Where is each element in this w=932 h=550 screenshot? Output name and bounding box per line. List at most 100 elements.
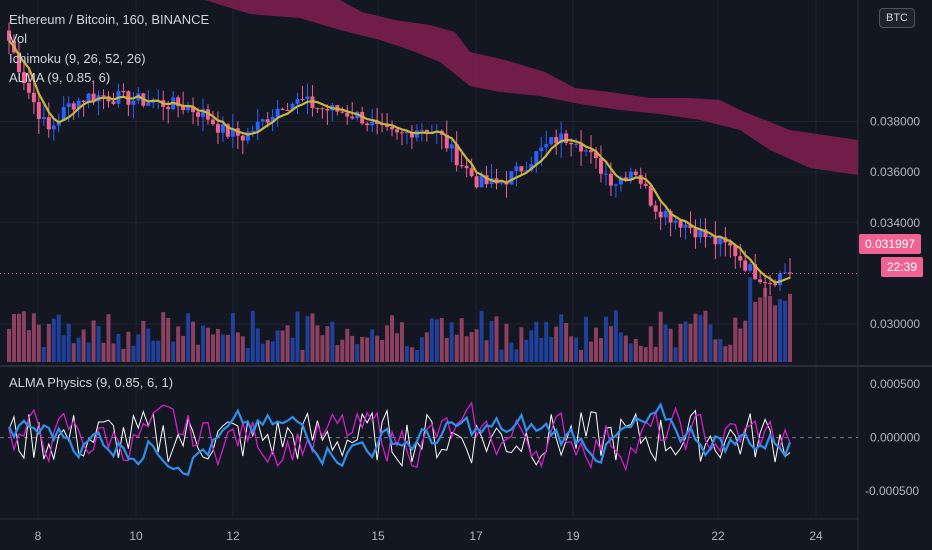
candle-body (753, 264, 758, 280)
candle-body (46, 117, 51, 130)
ichimoku-legend[interactable]: Ichimoku (9, 26, 52, 26) (9, 51, 146, 66)
candle-body (658, 211, 663, 218)
volume-bar (574, 337, 579, 362)
volume-bar (335, 345, 340, 362)
volume-bar (171, 341, 176, 362)
candle-body (728, 242, 733, 246)
volume-bar (131, 345, 136, 362)
candle-body (638, 175, 643, 184)
candle-body (449, 144, 454, 149)
candle-body (111, 101, 116, 104)
volume-bar (295, 311, 300, 362)
volume-bar (608, 326, 613, 362)
volume-bar (355, 344, 360, 362)
candle-body (733, 245, 738, 257)
candle-body (225, 124, 230, 137)
candle-body (166, 106, 171, 110)
candle-body (509, 171, 514, 185)
volume-bar (76, 337, 81, 362)
alma-legend[interactable]: ALMA (9, 0.85, 6) (9, 70, 111, 85)
candle-body (574, 144, 579, 146)
volume-bar (225, 334, 230, 362)
volume-bar (250, 310, 255, 362)
candle-body (36, 102, 41, 119)
candle-body (593, 152, 598, 159)
volume-bar (603, 316, 608, 362)
volume-bar (81, 329, 86, 362)
volume-bar (360, 336, 365, 362)
volume-bar (91, 320, 96, 362)
candle-body (643, 183, 648, 186)
price-axis-label: 0.030000 (870, 317, 920, 331)
volume-bar (106, 314, 111, 362)
candle-body (404, 132, 409, 134)
volume-bar (16, 313, 21, 362)
volume-bar (668, 328, 673, 362)
volume-bar (539, 337, 544, 362)
candle-body (176, 97, 181, 107)
candle-body (763, 282, 768, 284)
volume-bar (181, 335, 186, 362)
volume-bar (768, 295, 773, 362)
candle-body (613, 184, 618, 186)
volume-bar (186, 313, 191, 362)
currency-button[interactable]: BTC (879, 8, 915, 28)
candle-body (320, 108, 325, 110)
candle-body (370, 121, 375, 126)
vol-legend[interactable]: Vol (9, 31, 28, 46)
volume-bar (464, 336, 469, 362)
candle-body (603, 173, 608, 175)
candle-body (703, 229, 708, 238)
volume-bar (21, 311, 26, 362)
candle-body (584, 150, 589, 152)
candle-body (201, 109, 206, 117)
volume-bar (738, 328, 743, 362)
candle-body (698, 229, 703, 238)
volume-bar (215, 328, 220, 362)
volume-bar (86, 342, 91, 362)
volume-bar (564, 323, 569, 362)
volume-bar (290, 337, 295, 362)
candle-body (86, 93, 91, 103)
volume-bar (419, 337, 424, 362)
candle-body (51, 125, 56, 130)
volume-bar (678, 323, 683, 362)
physics-legend[interactable]: ALMA Physics (9, 0.85, 6, 1) (9, 375, 174, 390)
volume-bar (285, 325, 290, 362)
candle-body (245, 131, 250, 141)
time-axis-label: 24 (809, 529, 823, 543)
volume-bar (315, 325, 320, 362)
volume-bar (161, 312, 166, 362)
volume-bar (31, 313, 36, 362)
volume-bar (424, 332, 429, 362)
price-axis-label: 0.038000 (870, 115, 920, 129)
candle-body (688, 224, 693, 229)
candle-body (469, 168, 474, 177)
candle-body (186, 106, 191, 111)
volume-bar (663, 324, 668, 362)
volume-bar (380, 339, 385, 362)
volume-bar (554, 326, 559, 362)
candle-body (524, 170, 529, 172)
volume-bar (409, 347, 414, 362)
volume-bar (51, 318, 56, 362)
symbol-legend[interactable]: Ethereum / Bitcoin, 160, BINANCE (9, 12, 210, 27)
candle-body (633, 171, 638, 176)
candle-body (514, 166, 519, 172)
volume-bar (7, 328, 11, 362)
candle-body (668, 211, 673, 223)
candle-body (7, 30, 11, 41)
candle-body (250, 130, 255, 132)
candle-body (683, 224, 688, 228)
volume-bar (613, 310, 618, 362)
candle-body (285, 109, 290, 111)
volume-bar (414, 349, 419, 362)
time-axis-label: 22 (711, 529, 725, 543)
volume-bar (56, 314, 61, 362)
volume-bar (61, 335, 66, 362)
candle-body (81, 100, 86, 103)
volume-bar (325, 326, 330, 362)
volume-bar (494, 316, 499, 362)
candle-body (196, 112, 201, 117)
